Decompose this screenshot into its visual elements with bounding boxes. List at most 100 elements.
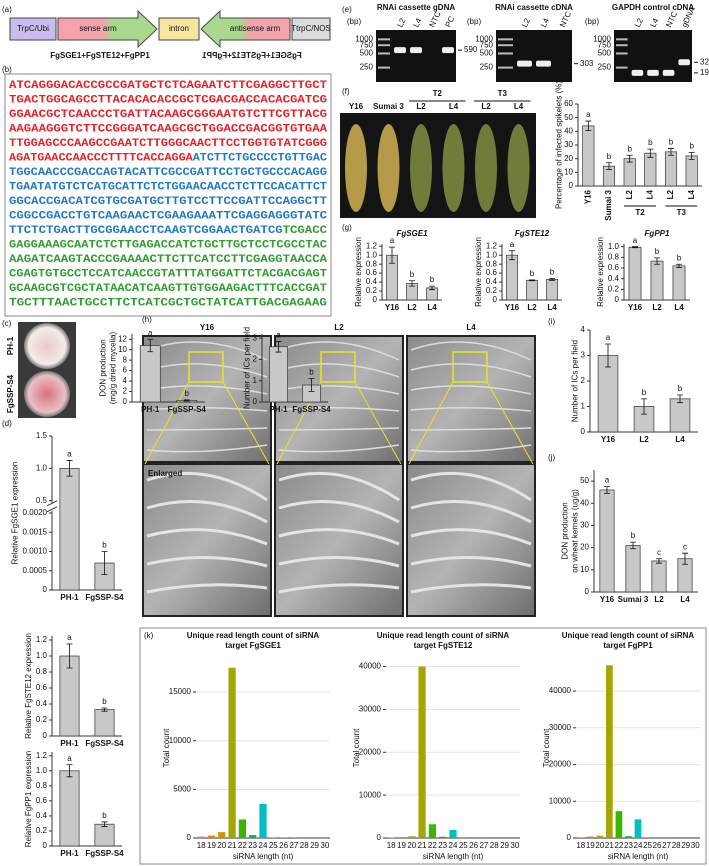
y-tick-label: 0.2 [36, 715, 48, 724]
axis-break [48, 502, 56, 511]
y-tick-label: 10000 [359, 790, 382, 799]
y-axis-label: Relative FgSTE12 expression [24, 633, 33, 739]
x-tick-label: FgSSP-S4 [85, 739, 124, 748]
bar [651, 560, 667, 593]
gel-unit: (bp) [467, 17, 482, 26]
bar [644, 152, 657, 187]
x-tick-label: 30 [320, 841, 329, 850]
y-tick-label: 8 [123, 355, 128, 364]
y-tick-label: 0 [187, 833, 192, 842]
zoom-box [452, 351, 488, 383]
spike-label: Y16 [349, 102, 364, 111]
y-axis-label: Number of ICs per field [243, 327, 252, 409]
ladder-band [378, 66, 390, 69]
error-bar [183, 399, 190, 402]
error-bar [101, 821, 108, 827]
error-bar [429, 285, 435, 291]
x-tick-label: 20 [217, 841, 226, 850]
dna-band [517, 60, 532, 67]
x-tick-label: Sumai 3 [604, 189, 613, 220]
y-tick-label: 10 [564, 167, 573, 176]
x-tick-label: 23 [624, 841, 633, 850]
y-tick-label: 40000 [549, 686, 572, 695]
gel [496, 30, 572, 82]
spike-label: L2 [416, 102, 426, 111]
bar [428, 824, 436, 838]
y-axis-label: Total count [542, 728, 551, 767]
panel-label: (j) [548, 453, 555, 462]
x-tick-label: L4 [687, 189, 696, 199]
construct-part [57, 9, 158, 49]
x-tick-label: 27 [289, 841, 298, 850]
y-tick-label: 0.8 [36, 667, 48, 676]
zoom-line [144, 381, 190, 465]
x-tick-label: L2 [654, 595, 664, 604]
error-bar [630, 541, 636, 550]
petri-dish [24, 323, 70, 369]
dna-band [394, 47, 406, 54]
y-tick-label: 20 [580, 543, 589, 552]
dna-band [647, 69, 659, 76]
y-axis-label: Number of ICs per field [571, 340, 580, 422]
y-tick-label: 2 [581, 376, 586, 385]
x-tick-label: FgSSP-S4 [85, 849, 124, 858]
y-tick-label: 0 [123, 397, 128, 406]
y-tick-label: 15000 [169, 687, 192, 696]
error-bar [66, 460, 73, 477]
zoom-line [408, 381, 454, 465]
bar [228, 667, 236, 838]
x-tick-label: 19 [397, 841, 406, 850]
error-bar [641, 398, 647, 415]
x-tick-label: 29 [681, 841, 690, 850]
y-tick-label: 0.4 [36, 811, 48, 820]
hypha [146, 583, 268, 594]
chart-title: Unique read length count of siRNA [187, 631, 320, 640]
construct-part [200, 9, 291, 49]
x-tick-label: L4 [645, 189, 654, 199]
y-tick-label: 30000 [359, 705, 382, 714]
y-tick-label: 2 [123, 387, 128, 396]
ladder-band [498, 44, 513, 47]
wheat-spike [507, 124, 530, 212]
x-tick-label: 18 [576, 841, 585, 850]
y-tick-label: 0.4 [36, 699, 48, 708]
x-tick-label: 18 [197, 841, 206, 850]
ladder-label: 250 [360, 63, 374, 72]
x-tick-label: FgSSP-S4 [168, 405, 207, 414]
y-tick-label: 0.8 [366, 259, 378, 268]
bar [197, 836, 205, 838]
x-tick-label: 28 [300, 841, 309, 850]
sequence-segment: GGCACCGACATCGTGCGATGCTTGTCCTTCCGATTCCAGG… [9, 196, 327, 208]
ladder-label: 500 [598, 49, 612, 58]
lane-label: NTC [664, 10, 679, 29]
error-bar [66, 764, 73, 778]
bar [596, 835, 604, 838]
bar [685, 155, 698, 187]
x-tick-label: 25 [269, 841, 278, 850]
error-bar [668, 148, 674, 156]
bar [623, 158, 636, 187]
significance-letter: c [657, 548, 661, 557]
hypha [410, 444, 532, 453]
y-tick-label: 0 [585, 587, 590, 596]
construct-label: sense arm [79, 24, 117, 33]
hypha [410, 341, 532, 361]
hypha [278, 341, 400, 361]
y-axis-label: Percentage of infected spikelets (%) [554, 81, 563, 209]
gel-title: RNAi cassette gDNA [377, 3, 455, 12]
sequence-segment: CGGCCGACCTGTCAAGAACTCGAAGAAATTCGAGGAGGGT… [9, 211, 327, 223]
hypha [278, 427, 400, 431]
ladder-band [378, 38, 390, 41]
lane-label: L4 [649, 16, 661, 28]
x-tick-label: 21 [228, 841, 237, 850]
panel-label: (c) [2, 319, 12, 328]
bar [59, 467, 80, 591]
bar [669, 398, 691, 433]
y-tick-label: 0.8 [608, 252, 620, 261]
hypha [278, 528, 400, 546]
y-tick-label: 2 [253, 355, 258, 364]
x-tick-label: 27 [662, 841, 671, 850]
x-tick-label: FgSSP-S4 [85, 593, 124, 602]
y-tick-label: 30 [564, 140, 573, 149]
x-tick-label: PH-1 [60, 739, 79, 748]
